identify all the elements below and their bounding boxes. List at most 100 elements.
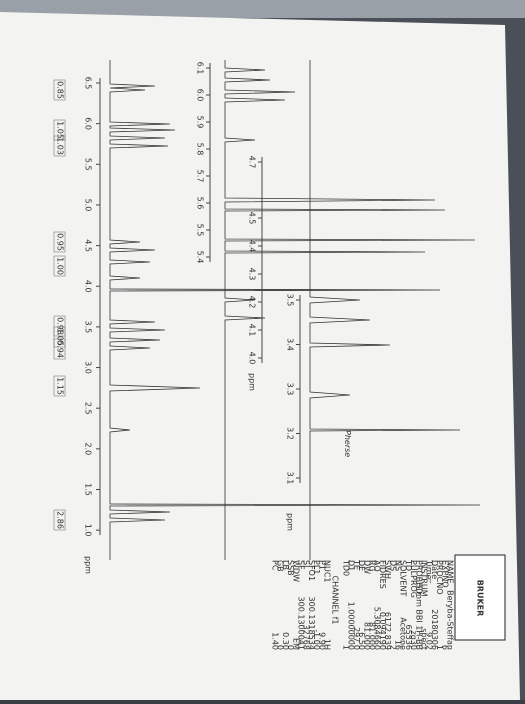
param-value: 0 (286, 645, 295, 650)
param-value: 5.3084660 (373, 607, 382, 650)
param-name: RG (368, 560, 377, 572)
keyboard (0, 0, 525, 18)
param-name: P1 (317, 560, 326, 570)
param-name: PULPROG (409, 560, 418, 598)
tick-label: 1.0 (84, 524, 93, 537)
param-value: EM (291, 638, 300, 650)
axis-unit: ppm (248, 373, 257, 391)
param-value: 16 (394, 640, 403, 650)
param-name: AQ (373, 560, 382, 572)
param-name: TD0 (342, 559, 351, 576)
param-value: 6 (440, 645, 449, 650)
tick-label: 5.7 (196, 170, 205, 183)
param-name: NUC1 (323, 560, 332, 583)
param-value: 297.0 (352, 627, 361, 650)
param-name: LB (281, 560, 290, 570)
tick-label: 2.0 (84, 442, 93, 455)
spectrum-sheet: 6.5 6.0 5.5 5.0 4.5 4.0 3.5 3.0 2.5 2.0 1.5 1.0 ppm 0… (53, 60, 506, 650)
param-name: SWH (383, 560, 392, 579)
param-value: 1H (323, 639, 332, 650)
tick-label: 4.2 (248, 296, 257, 309)
param-name: SOLVENT (399, 560, 408, 596)
tick-label: 4.0 (84, 280, 93, 293)
tick-label: 5.0 (84, 199, 93, 212)
integral-value: 0.98 (56, 317, 65, 335)
param-name: D1 (347, 560, 356, 571)
integral-box (53, 375, 66, 397)
integral-box (53, 315, 66, 337)
tick-label: 5.5 (84, 158, 93, 171)
param-value: zg30 (409, 631, 418, 650)
param-value: 1.40 (271, 632, 280, 650)
logo-box (454, 554, 506, 641)
param-name: PROBHD (414, 560, 423, 594)
tick-label: 5.6 (196, 197, 205, 210)
handwritten-note: Pherse (343, 430, 352, 457)
param-name: FIDRES (378, 560, 387, 589)
channel-title: CHANNEL f1 (331, 575, 340, 624)
tick-label: 6.0 (84, 117, 93, 130)
integral-box (53, 255, 66, 277)
param-value: 6172.839 (383, 612, 392, 650)
integral-value: 1.00 (56, 257, 65, 275)
param-value: 1 (342, 645, 351, 650)
param-value: 9.02 (425, 632, 434, 650)
integral-value: 0.85 (56, 81, 65, 99)
param-value: Acetone (399, 617, 408, 650)
integral-value: 1.05 (56, 328, 65, 346)
tick-label: 4.4 (248, 240, 257, 253)
tick-label: 5.8 (196, 143, 205, 156)
tick-label: 4.1 (248, 324, 257, 337)
integral-value: 1.05 (56, 121, 65, 139)
param-name: DS (388, 560, 397, 571)
integral-box (53, 135, 66, 157)
tick-label: 3.5 (286, 294, 295, 307)
param-name: Date_ (430, 560, 439, 584)
axis-unit: ppm (84, 556, 93, 574)
tick-label: 3.2 (286, 427, 295, 440)
param-value: 2 (388, 645, 397, 650)
param-value: 300.1300041 (297, 597, 306, 650)
tick-label: 3.0 (84, 361, 93, 374)
param-value: 0.30 (281, 632, 290, 650)
param-value: 0 (276, 645, 285, 650)
tick-label: 5.9 (196, 116, 205, 129)
param-name: SF (297, 560, 306, 570)
logo: BRUKER (476, 580, 485, 617)
paper (0, 12, 520, 700)
spectrum-trace (224, 60, 476, 560)
param-value: 20180306 (430, 609, 439, 650)
param-value: 1 (435, 645, 444, 650)
param-name: PC (271, 560, 280, 571)
param-name: WDW (291, 560, 300, 582)
param-name: SI (302, 560, 311, 567)
tick-label: 6.5 (84, 77, 93, 90)
tick-label: 4.5 (248, 212, 257, 225)
param-name: Time (425, 559, 434, 580)
param-name: NS (394, 560, 403, 571)
param-name: INSTRUM (420, 560, 429, 597)
param-value: 0.094190 (378, 612, 387, 650)
spectrum-trace (109, 60, 481, 560)
param-value: 32768 (302, 625, 311, 650)
tick-label: 1.5 (84, 483, 93, 496)
tick-label: 4.0 (248, 352, 257, 365)
integral-value: 0.94 (56, 340, 65, 358)
param-value: 5 mm BBI 1H-BB (414, 584, 423, 650)
param-name: DE (357, 560, 366, 571)
integral-box (53, 338, 66, 360)
param-name: GB (276, 560, 285, 572)
param-name: DW (362, 560, 371, 574)
axis-unit: ppm (286, 513, 295, 531)
tick-label: 6.1 (196, 62, 205, 75)
tick-label: 4.3 (248, 268, 257, 281)
integral-box (53, 119, 66, 141)
param-name: PL1 (312, 560, 321, 574)
param-value: spect (420, 628, 429, 650)
tick-label: 6.0 (196, 89, 205, 102)
param-value: 81.000 (368, 622, 377, 650)
param-value: -1.00 (312, 629, 321, 650)
integral-box (53, 509, 66, 531)
param-value: 9.90 (317, 632, 326, 650)
